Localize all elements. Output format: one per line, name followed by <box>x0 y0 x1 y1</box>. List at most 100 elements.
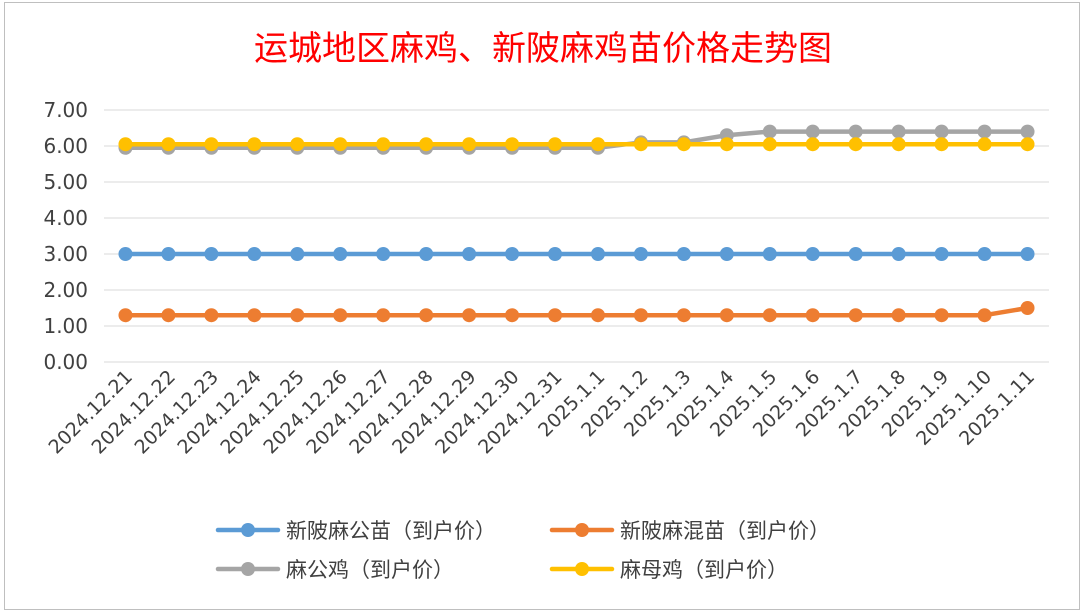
legend-label: 新陂麻公苗（到户价） <box>286 519 496 543</box>
data-point <box>548 137 563 152</box>
data-point <box>548 308 563 323</box>
data-point <box>118 137 133 152</box>
data-point <box>333 247 348 261</box>
y-axis-ticks: 0.00 1.00 2.00 3.00 4.00 5.00 6.00 7.00 <box>43 98 88 374</box>
y-tick-label: 4.00 <box>43 206 88 230</box>
data-point <box>505 247 520 261</box>
data-point <box>1020 301 1035 315</box>
data-point <box>505 137 520 152</box>
data-point <box>891 308 906 323</box>
data-point <box>848 247 863 261</box>
data-point <box>1020 247 1035 261</box>
data-point <box>977 247 992 261</box>
legend-item: 麻母鸡（到户价） <box>549 558 788 582</box>
data-point <box>934 124 949 139</box>
data-point <box>247 137 262 152</box>
data-point <box>676 247 691 261</box>
data-point <box>462 137 477 152</box>
data-point <box>333 308 348 323</box>
data-point <box>419 137 434 152</box>
data-point <box>548 247 563 261</box>
data-point <box>1020 124 1035 139</box>
y-tick-label: 0.00 <box>43 350 88 374</box>
data-point <box>290 137 305 152</box>
data-point <box>848 308 863 323</box>
data-point <box>1020 137 1035 152</box>
data-point <box>762 308 777 323</box>
data-point <box>590 247 605 261</box>
data-point <box>204 137 219 152</box>
data-point <box>762 124 777 139</box>
data-point <box>676 308 691 323</box>
data-point <box>848 124 863 139</box>
legend-swatch-marker <box>241 523 255 537</box>
data-point <box>419 308 434 323</box>
legend: 新陂麻公苗（到户价） 新陂麻混苗（到户价） 麻公鸡（到户价） 麻母鸡（到户价） <box>215 519 830 582</box>
data-point <box>376 247 391 261</box>
series-1 <box>118 301 1035 323</box>
chart-title: 运城地区麻鸡、新陂麻鸡苗价格走势图 <box>254 29 832 69</box>
legend-swatch-marker <box>575 523 589 537</box>
data-point <box>805 137 820 152</box>
y-tick-label: 7.00 <box>43 98 88 122</box>
legend-item: 新陂麻混苗（到户价） <box>549 519 830 543</box>
series-line <box>123 305 1030 318</box>
data-point <box>462 247 477 261</box>
data-point <box>118 308 133 323</box>
y-tick-label: 5.00 <box>43 170 88 194</box>
legend-label: 麻公鸡（到户价） <box>286 558 454 582</box>
legend-label: 新陂麻混苗（到户价） <box>620 519 830 543</box>
data-point <box>376 137 391 152</box>
data-point <box>633 308 648 323</box>
series-line <box>123 129 1030 151</box>
x-axis-ticks: 2024.12.212024.12.222024.12.232024.12.24… <box>45 366 1040 458</box>
data-point <box>805 124 820 139</box>
data-point <box>247 247 262 261</box>
data-point <box>762 247 777 261</box>
y-tick-label: 2.00 <box>43 278 88 302</box>
legend-label: 麻母鸡（到户价） <box>620 558 788 582</box>
data-point <box>719 137 734 152</box>
data-point <box>676 137 691 152</box>
data-point <box>848 137 863 152</box>
data-point <box>719 247 734 261</box>
data-point <box>977 124 992 139</box>
data-point <box>333 137 348 152</box>
data-point <box>505 308 520 323</box>
data-point <box>762 137 777 152</box>
data-point <box>977 308 992 323</box>
data-point <box>934 247 949 261</box>
data-point <box>977 137 992 152</box>
data-point <box>590 308 605 323</box>
data-point <box>891 137 906 152</box>
series-0 <box>118 247 1035 261</box>
data-point <box>934 137 949 152</box>
data-point <box>891 124 906 139</box>
data-point <box>161 308 176 323</box>
y-tick-label: 6.00 <box>43 134 88 158</box>
legend-item: 新陂麻公苗（到户价） <box>215 519 496 543</box>
data-point <box>590 137 605 152</box>
data-point <box>805 308 820 323</box>
legend-swatch-marker <box>241 562 255 576</box>
y-tick-label: 1.00 <box>43 314 88 338</box>
data-point <box>161 247 176 261</box>
data-point <box>376 308 391 323</box>
data-point <box>290 247 305 261</box>
legend-swatch-marker <box>575 562 589 576</box>
data-point <box>247 308 262 323</box>
data-point <box>719 308 734 323</box>
data-point <box>633 247 648 261</box>
data-point <box>633 137 648 152</box>
chart-frame <box>4 2 1080 610</box>
data-point <box>805 247 820 261</box>
data-point <box>462 308 477 323</box>
data-point <box>204 308 219 323</box>
data-point <box>934 308 949 323</box>
data-point <box>204 247 219 261</box>
data-point <box>891 247 906 261</box>
legend-item: 麻公鸡（到户价） <box>215 558 454 582</box>
series-3 <box>118 137 1035 152</box>
data-point <box>161 137 176 152</box>
